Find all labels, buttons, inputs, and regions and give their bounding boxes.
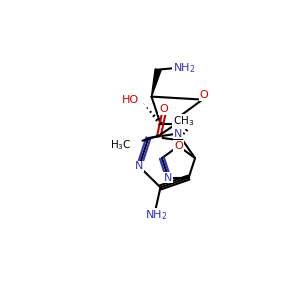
Text: O: O [159, 104, 168, 114]
Polygon shape [176, 116, 182, 146]
Polygon shape [152, 69, 161, 97]
Text: HO: HO [122, 94, 140, 105]
Text: N: N [135, 161, 143, 171]
Text: N: N [174, 129, 182, 139]
Text: O: O [200, 90, 208, 100]
Text: O: O [174, 140, 183, 151]
Text: CH$_3$: CH$_3$ [173, 115, 194, 128]
Text: N: N [174, 141, 183, 151]
Text: N: N [164, 172, 172, 183]
Text: NH$_2$: NH$_2$ [173, 61, 196, 75]
Text: NH$_2$: NH$_2$ [145, 208, 167, 222]
Text: H$_3$C: H$_3$C [110, 138, 132, 152]
